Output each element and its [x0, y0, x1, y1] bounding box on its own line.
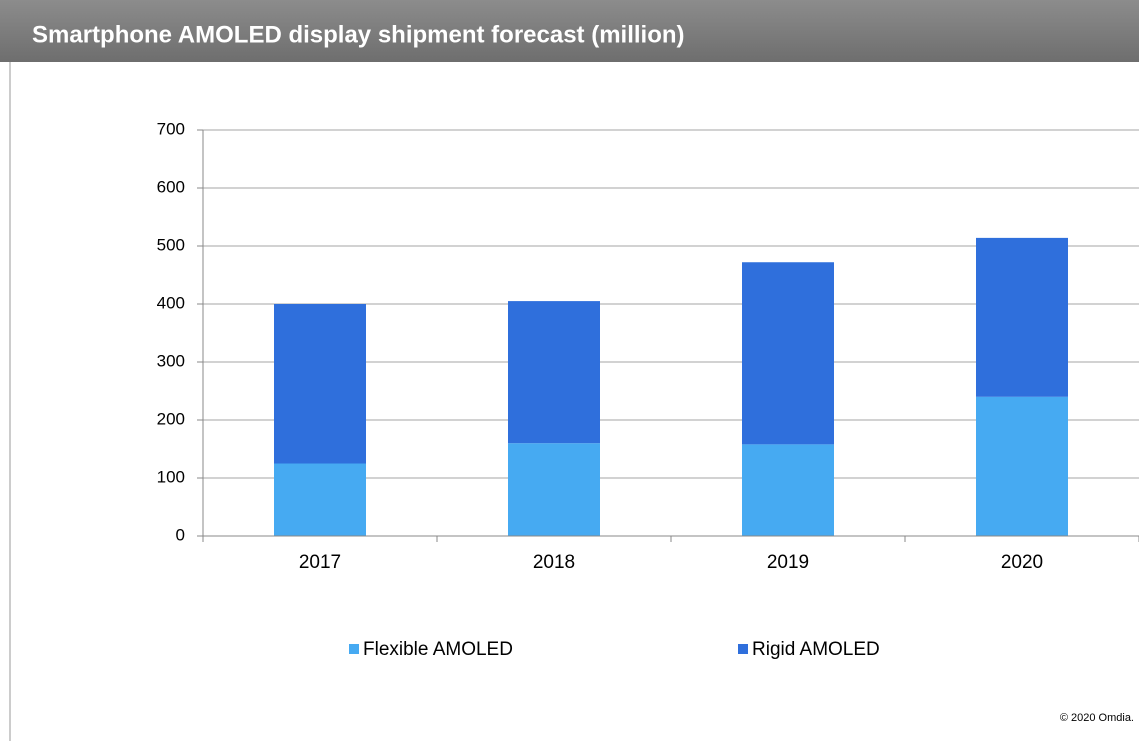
x-tick-label: 2018: [533, 552, 575, 573]
legend-label: Rigid AMOLED: [752, 639, 880, 660]
bar-segment: [742, 262, 834, 445]
y-tick-label: 700: [157, 119, 185, 138]
bar-segment: [976, 237, 1068, 397]
source-note: © 2020 Omdia.: [1060, 712, 1134, 724]
bar-segment: [976, 396, 1068, 536]
bar-segment: [274, 463, 366, 536]
bar-segment: [508, 443, 600, 536]
y-tick-label: 500: [157, 235, 185, 254]
y-tick-label: 200: [157, 409, 185, 428]
y-tick-label: 600: [157, 177, 185, 196]
bar-segment: [508, 301, 600, 444]
legend-swatch: [349, 644, 359, 654]
legend-label: Flexible AMOLED: [363, 639, 513, 660]
bar-segment: [742, 444, 834, 536]
y-tick-label: 0: [176, 525, 185, 544]
legend-swatch: [738, 644, 748, 654]
bar-segment: [274, 304, 366, 464]
y-tick-label: 300: [157, 351, 185, 370]
x-tick-label: 2017: [299, 552, 341, 573]
x-tick-label: 2020: [1001, 552, 1043, 573]
y-tick-label: 400: [157, 293, 185, 312]
x-tick-label: 2019: [767, 552, 809, 573]
chart-title: Smartphone AMOLED display shipment forec…: [32, 21, 685, 48]
y-tick-label: 100: [157, 467, 185, 486]
header-bar: [0, 0, 1139, 62]
